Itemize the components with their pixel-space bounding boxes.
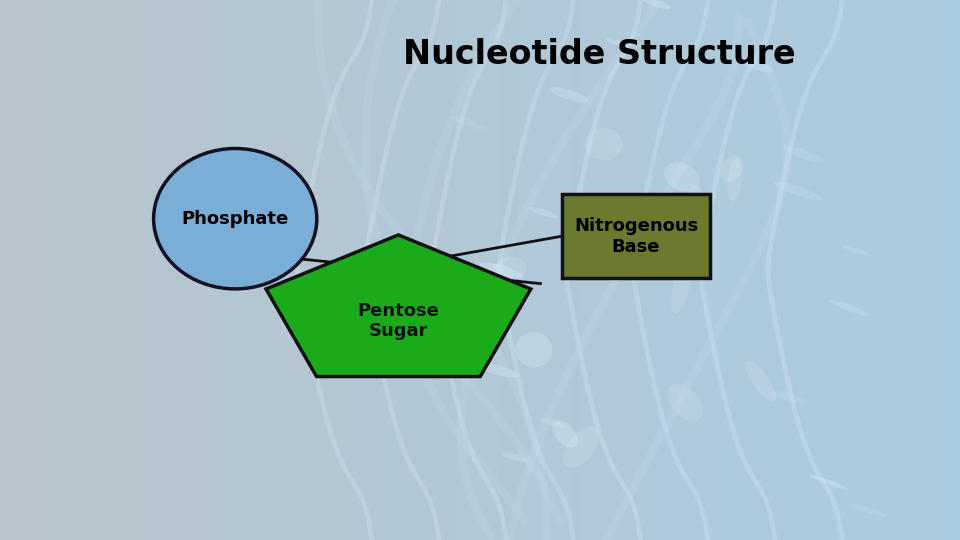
Text: Nucleotide Structure: Nucleotide Structure bbox=[403, 38, 796, 71]
Text: Phosphate: Phosphate bbox=[181, 210, 289, 228]
Ellipse shape bbox=[540, 418, 565, 428]
Ellipse shape bbox=[746, 361, 776, 402]
Ellipse shape bbox=[549, 87, 588, 103]
Ellipse shape bbox=[774, 181, 822, 200]
Ellipse shape bbox=[469, 361, 519, 378]
Ellipse shape bbox=[727, 158, 742, 202]
Ellipse shape bbox=[664, 162, 699, 191]
Ellipse shape bbox=[552, 420, 578, 448]
Ellipse shape bbox=[737, 57, 774, 72]
Ellipse shape bbox=[449, 116, 488, 130]
Ellipse shape bbox=[682, 186, 704, 239]
Ellipse shape bbox=[444, 327, 476, 339]
Ellipse shape bbox=[586, 128, 623, 160]
Ellipse shape bbox=[527, 207, 559, 218]
Ellipse shape bbox=[784, 146, 825, 163]
Ellipse shape bbox=[808, 475, 849, 490]
Ellipse shape bbox=[671, 257, 692, 314]
Bar bbox=[562, 194, 710, 278]
Ellipse shape bbox=[501, 453, 528, 462]
Ellipse shape bbox=[643, 0, 671, 9]
Ellipse shape bbox=[842, 246, 869, 255]
Ellipse shape bbox=[667, 384, 703, 421]
Ellipse shape bbox=[720, 156, 743, 181]
Ellipse shape bbox=[851, 504, 888, 517]
Ellipse shape bbox=[154, 148, 317, 289]
Ellipse shape bbox=[495, 256, 526, 279]
Text: Pentose
Sugar: Pentose Sugar bbox=[357, 302, 440, 340]
Ellipse shape bbox=[516, 332, 552, 367]
Ellipse shape bbox=[830, 300, 869, 315]
Ellipse shape bbox=[772, 391, 807, 404]
Polygon shape bbox=[266, 235, 531, 376]
Ellipse shape bbox=[606, 38, 630, 47]
Ellipse shape bbox=[479, 262, 524, 279]
Ellipse shape bbox=[563, 426, 599, 468]
Text: Nitrogenous
Base: Nitrogenous Base bbox=[574, 217, 698, 255]
